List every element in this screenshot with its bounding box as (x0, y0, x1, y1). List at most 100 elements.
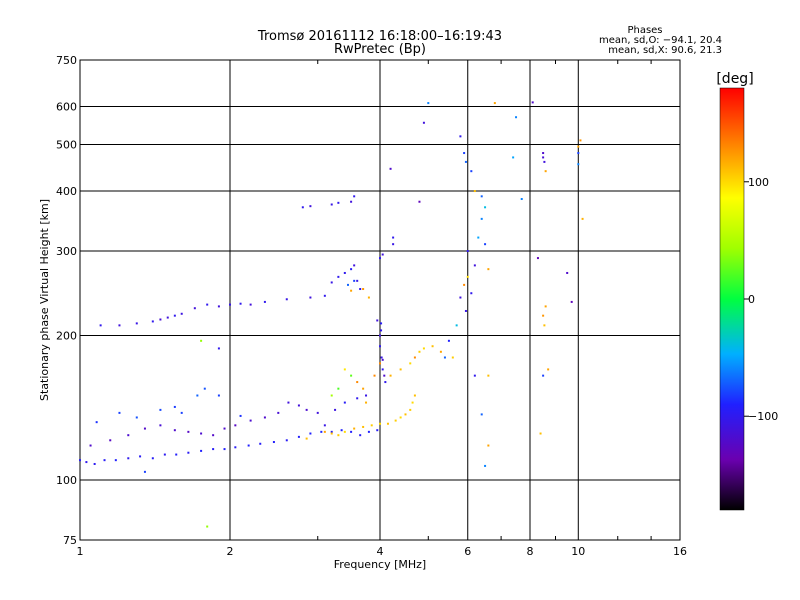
data-point (359, 434, 362, 437)
data-point (542, 314, 545, 317)
data-points (79, 101, 584, 528)
data-point (409, 408, 412, 411)
data-point (196, 394, 199, 397)
data-point (512, 156, 515, 159)
data-point (151, 457, 154, 460)
data-point (263, 300, 266, 303)
data-point (180, 312, 183, 315)
x-tick-label: 6 (464, 545, 471, 558)
y-tick-label: 300 (56, 245, 77, 258)
data-point (118, 411, 121, 414)
phase-x-stats: mean, sd,X: 90.6, 21.3 (608, 45, 722, 56)
data-point (579, 139, 582, 142)
data-point (487, 268, 490, 271)
data-point (337, 434, 340, 437)
data-point (547, 368, 550, 371)
data-point (234, 424, 237, 427)
chart-subtitle: RwPretec (Bp) (334, 42, 426, 57)
data-point (206, 303, 209, 306)
data-point (379, 345, 381, 348)
data-point (334, 408, 337, 411)
data-point (399, 416, 402, 419)
data-point (380, 356, 383, 359)
y-axis-ticks: 75 100 200 300 400 500 600 750 (56, 54, 77, 547)
y-tick-label: 75 (63, 534, 77, 547)
data-point (362, 425, 365, 428)
data-point (370, 424, 373, 427)
data-point (200, 449, 203, 452)
data-point (464, 160, 467, 163)
data-point (353, 427, 356, 430)
y-axis-label: Stationary phase Virtual Height [km] (38, 199, 51, 401)
data-point (383, 374, 386, 377)
data-point (229, 303, 231, 306)
data-point (376, 429, 379, 432)
data-point (247, 444, 250, 447)
data-point (200, 432, 203, 435)
data-point (79, 459, 81, 462)
data-point (386, 422, 389, 425)
data-point (330, 281, 333, 284)
data-point (297, 435, 300, 438)
data-point (379, 334, 381, 337)
data-point (531, 101, 534, 104)
data-point (340, 429, 343, 432)
y-tick-label: 200 (56, 330, 77, 343)
data-point (114, 459, 117, 462)
data-point (350, 200, 353, 203)
data-point (143, 427, 146, 430)
data-point (350, 430, 353, 433)
data-point (330, 432, 333, 435)
data-point (543, 324, 546, 327)
data-point (577, 163, 580, 166)
data-point (305, 437, 308, 440)
x-tick-label: 10 (571, 545, 585, 558)
data-point (217, 305, 220, 308)
data-point (309, 205, 312, 208)
data-point (356, 381, 359, 384)
data-point (451, 356, 454, 359)
data-point (323, 424, 326, 427)
data-point (473, 374, 476, 377)
data-point (394, 419, 397, 422)
data-point (379, 362, 381, 365)
x-axis-ticks: 1 2 4 6 8 10 16 (77, 545, 688, 558)
data-point (577, 152, 580, 155)
data-point (159, 408, 162, 411)
y-tick-label: 100 (56, 474, 77, 487)
data-point (542, 152, 545, 155)
data-point (381, 358, 384, 361)
data-point (259, 442, 262, 445)
data-point (330, 203, 333, 206)
data-point (239, 302, 242, 305)
data-point (373, 374, 376, 377)
data-point (175, 453, 178, 456)
data-point (350, 374, 353, 377)
data-point (577, 145, 580, 148)
data-point (330, 430, 333, 433)
data-point (217, 394, 220, 397)
data-point (487, 374, 490, 377)
data-point (542, 374, 545, 377)
data-point (470, 292, 473, 295)
data-point (234, 446, 237, 449)
data-point (418, 200, 421, 203)
data-point (272, 441, 275, 444)
data-point (367, 430, 370, 433)
data-point (477, 236, 480, 239)
data-point (544, 170, 547, 173)
data-point (463, 283, 466, 286)
data-point (305, 408, 308, 411)
data-point (143, 470, 146, 473)
x-tick-label: 8 (527, 545, 534, 558)
data-point (542, 156, 545, 159)
data-point (127, 457, 130, 460)
data-point (203, 387, 206, 390)
data-point (173, 405, 176, 408)
data-point (365, 394, 368, 397)
colorbar-tick-label: 100 (748, 176, 769, 189)
data-point (427, 102, 430, 105)
data-point (346, 283, 349, 286)
data-point (470, 170, 473, 173)
data-point (362, 387, 365, 390)
